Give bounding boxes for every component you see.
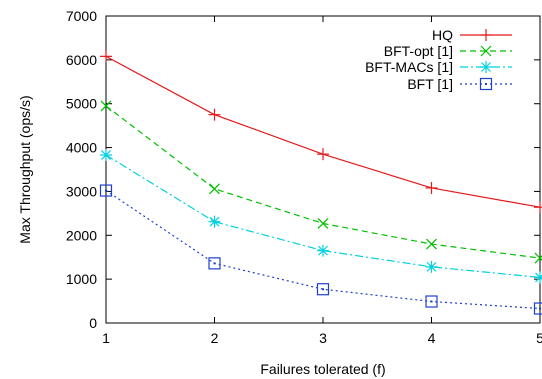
legend-label: BFT-opt [1] [384,43,453,59]
x-tick-label: 3 [319,330,327,346]
legend-label: BFT-MACs [1] [365,59,453,75]
y-axis-label: Max Throughput (ops/s) [17,95,33,243]
series-line [105,105,541,259]
series-line [105,55,541,208]
data-point [317,218,329,229]
series-line [105,154,541,278]
data-point [208,257,221,270]
data-point [533,302,542,315]
data-point [425,181,438,194]
y-tick-label: 4000 [66,140,97,156]
data-point [425,295,438,308]
data-point [317,148,329,161]
plot-frame [105,15,541,324]
x-tick-label: 4 [428,330,436,346]
x-axis-label: Failures tolerated (f) [260,361,385,377]
series-layer [99,50,542,315]
series-3 [99,184,542,315]
data-point [99,184,113,197]
data-point [317,244,329,257]
legend-marker [480,45,492,57]
data-point [426,238,437,250]
y-tick-label: 1000 [66,271,97,287]
plot-border [105,15,541,324]
data-point [425,260,438,273]
y-tick-label: 7000 [66,8,97,24]
series-1 [100,100,542,264]
data-point [100,100,112,112]
data-point [534,201,542,214]
y-tick-label: 3000 [66,183,97,199]
x-tick-label: 5 [536,330,542,346]
series-0 [100,50,542,214]
data-point [209,183,220,195]
series-2 [100,149,542,284]
legend-marker [479,77,493,91]
y-tick-label: 6000 [66,52,97,68]
x-tick-label: 1 [102,330,110,346]
legend-label: BFT [1] [407,76,453,92]
x-axis-ticks: 1 2 3 4 5 [102,16,542,346]
x-tick-label: 2 [211,330,219,346]
data-point [534,252,542,264]
data-point [100,149,112,162]
y-tick-label: 5000 [66,96,97,112]
y-tick-label: 2000 [66,227,97,243]
legend-marker [480,29,492,41]
data-point [316,283,330,296]
y-tick-label: 0 [89,315,97,331]
data-point [208,215,221,228]
legend-label: HQ [432,27,453,43]
y-axis-ticks: 0 1000 2000 3000 4000 5000 6000 7000 [66,8,540,331]
legend-marker [480,61,492,73]
data-point [208,108,221,121]
data-point [534,271,542,284]
data-point [100,50,112,63]
